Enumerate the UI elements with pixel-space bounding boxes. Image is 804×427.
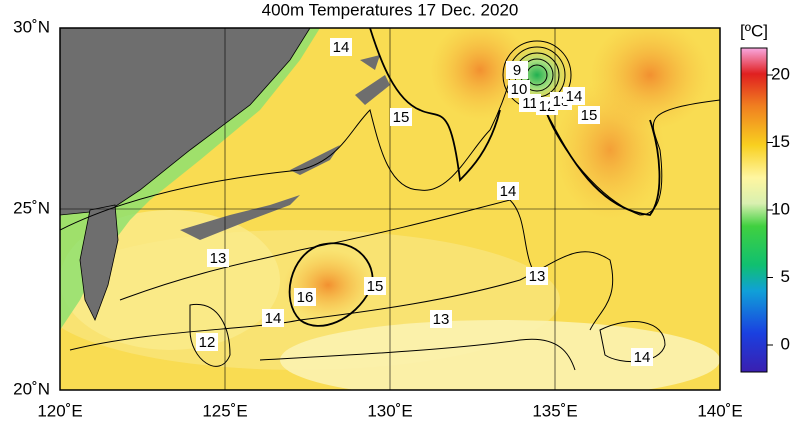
x-tick-label: 120˚E [37, 401, 82, 420]
contour-label: 13 [526, 267, 548, 285]
x-tick-label: 135˚E [532, 401, 577, 420]
colorbar-tick-label: 10 [771, 199, 790, 218]
map-area [60, 28, 720, 390]
contour-label-text: 14 [566, 88, 583, 105]
contour-label-box [526, 267, 548, 285]
contour-label: 14 [631, 348, 653, 366]
contour-label-box [519, 94, 541, 112]
title: 400m Temperatures 17 Dec. 2020 [262, 0, 519, 19]
contour-label-text: 14 [500, 183, 517, 200]
contour-label-text: 11 [522, 95, 538, 112]
colorbar [740, 47, 768, 373]
y-tick-label: 30˚N [13, 17, 50, 36]
contour-label-box [330, 38, 352, 56]
contour-label-box [563, 87, 585, 105]
colorbar-unit: [ºC] [740, 21, 768, 40]
contour-label-box [207, 249, 229, 267]
land [180, 195, 300, 240]
contour-label: 10 [508, 80, 530, 98]
contour-label-text: 15 [393, 109, 410, 126]
contour-label-box [294, 288, 316, 306]
colorbar-tick-label: 15 [771, 132, 790, 151]
contour-label-box [508, 80, 530, 98]
contour-label-text: 14 [634, 349, 651, 366]
contour-label-box [390, 108, 412, 126]
contour-label-box [262, 309, 284, 327]
contour-label-text: 12 [199, 334, 216, 351]
land [60, 28, 311, 216]
land [79, 204, 119, 322]
contour-label-text: 13 [433, 311, 450, 328]
colorbar-tick-label: 0 [781, 334, 790, 353]
contour-label-box [497, 182, 519, 200]
contour-label-box [631, 348, 653, 366]
contour-label: 13 [430, 310, 452, 328]
contour-label: 9 [506, 61, 528, 79]
contour-label: 14 [262, 309, 284, 327]
contour-label: 16 [294, 288, 316, 306]
contour-label-text: 10 [511, 81, 528, 98]
contour-label-text: 15 [581, 107, 598, 124]
contour-label-box [506, 61, 528, 79]
contour-label: 15 [578, 106, 600, 124]
contour-label: 12 [196, 333, 218, 351]
contour-label-text: 9 [513, 62, 521, 79]
contour-label-text: 13 [529, 268, 546, 285]
contour-label: 14 [330, 38, 352, 56]
contours [60, 28, 720, 371]
contour-label: 13 [207, 249, 229, 267]
y-tick-label: 20˚N [13, 379, 50, 398]
colorbar-tick-label: 20 [771, 64, 790, 83]
contour-label: 14 [563, 87, 585, 105]
x-tick-label: 140˚E [697, 401, 742, 420]
contour-label: 11 [519, 94, 541, 112]
x-tick-label: 130˚E [367, 401, 412, 420]
contour-label-text: 16 [297, 289, 314, 306]
contour-label-box [364, 277, 386, 295]
contour-label-box [578, 106, 600, 124]
contour-label-box [430, 310, 452, 328]
contour-label: 15 [364, 277, 386, 295]
colorbar-tick-label: 5 [781, 267, 790, 286]
contour-label-text: 13 [210, 250, 227, 267]
contour-label-box [196, 333, 218, 351]
contour-label-text: 14 [333, 39, 350, 56]
y-tick-label: 25˚N [13, 198, 50, 217]
contour-label-text: 14 [265, 310, 282, 327]
contour-label: 14 [497, 182, 519, 200]
contour-label: 15 [390, 108, 412, 126]
x-tick-label: 125˚E [202, 401, 247, 420]
contour-label-text: 15 [367, 278, 384, 295]
